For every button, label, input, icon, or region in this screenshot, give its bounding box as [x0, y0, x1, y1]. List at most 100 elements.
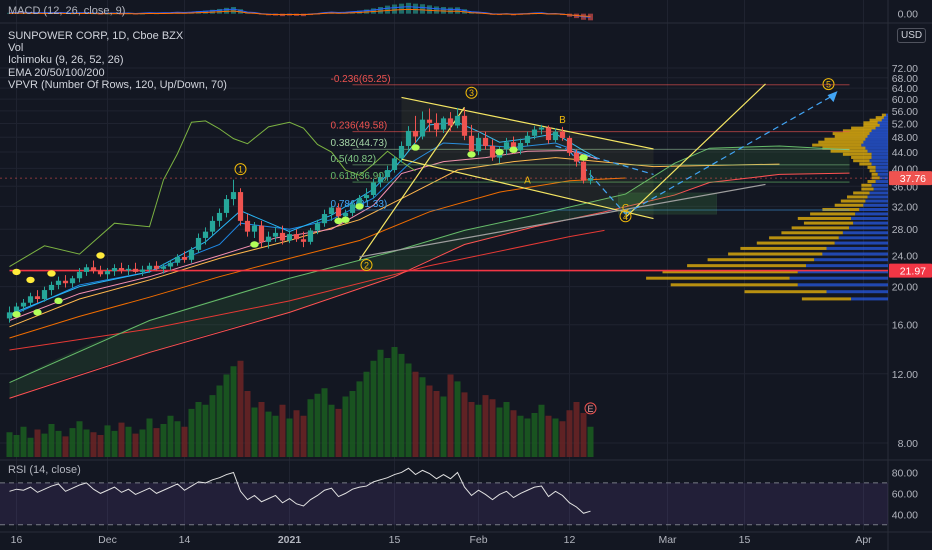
- volume-bar: [440, 396, 447, 457]
- price-tick-label: 52.00: [892, 119, 918, 131]
- fractal-dot: [341, 216, 350, 223]
- price-tick-label: 56.00: [892, 106, 918, 118]
- candle-body: [223, 199, 230, 213]
- vpvr-down-bar: [826, 246, 888, 250]
- vpvr-down-bar: [822, 252, 888, 256]
- candle-body: [468, 135, 475, 152]
- candle-body: [454, 115, 461, 126]
- vpvr-up-bar: [791, 226, 850, 230]
- trend-line: [401, 158, 654, 220]
- time-axis-label: Apr: [855, 534, 872, 546]
- volume-bar: [314, 393, 321, 457]
- candle-body: [391, 158, 398, 171]
- vpvr-up-bar: [869, 118, 882, 122]
- rsi-tick-label: 60.00: [892, 488, 918, 500]
- legend-ichimoku[interactable]: Ichimoku (9, 26, 52, 26): [8, 54, 124, 67]
- candle-body: [69, 278, 76, 284]
- vpvr-up-bar: [875, 116, 884, 120]
- vpvr-down-bar: [875, 180, 888, 184]
- vpvr-down-bar: [834, 241, 888, 245]
- price-axis[interactable]: 72.0068.0064.0060.0056.0052.0048.0044.00…: [0, 9, 932, 522]
- candle-body: [510, 142, 517, 151]
- vpvr-up-bar: [863, 123, 880, 127]
- vpvr-down-bar: [863, 140, 888, 144]
- time-axis[interactable]: 16 Dec 14 2021 15 Feb 12 Mar 15 Apr: [11, 534, 873, 546]
- volume-bar: [244, 391, 251, 457]
- volume-bar: [566, 410, 573, 457]
- ichimoku-span-b: [9, 172, 850, 399]
- volume-bar: [433, 391, 440, 457]
- candle-body: [146, 265, 153, 270]
- candle-body: [272, 232, 279, 237]
- price-tick-label: 48.00: [892, 132, 918, 144]
- macd-histogram-bar: [455, 7, 460, 14]
- projection-path: [569, 150, 626, 215]
- candle-body: [370, 182, 377, 196]
- candle-body: [321, 214, 328, 224]
- trend-line: [359, 183, 766, 258]
- fib-level-label: 0.5(40.82): [331, 154, 377, 165]
- fractal-dot: [411, 144, 420, 151]
- candle-body: [83, 267, 90, 272]
- macd-pane[interactable]: [7, 2, 593, 21]
- candle-body: [55, 280, 62, 285]
- candle-body: [356, 198, 363, 205]
- macd-histogram-bar: [406, 2, 411, 14]
- volume-bar: [377, 349, 384, 457]
- vpvr-up-bar: [840, 199, 866, 203]
- vpvr-up-bar: [863, 121, 878, 125]
- price-tick-label: 12.00: [892, 369, 918, 381]
- price-tick-label: 28.00: [892, 224, 918, 236]
- macd-zero-label: 0.00: [898, 9, 919, 21]
- volume-bar: [104, 425, 111, 457]
- candle-body: [293, 234, 300, 240]
- vpvr-up-bar: [853, 159, 870, 163]
- legend-volume[interactable]: Vol: [8, 42, 24, 55]
- last-price-tag-bg: [889, 171, 932, 186]
- vpvr-up-bar: [842, 152, 872, 156]
- vpvr-down-bar: [867, 195, 888, 199]
- volume-bar: [503, 402, 510, 457]
- volume-bar: [69, 428, 76, 457]
- vpvr-up-bar: [801, 297, 852, 301]
- legend-vpvr[interactable]: VPVR (Number Of Rows, 120, Up/Down, 70): [8, 78, 227, 91]
- candle-body: [531, 129, 538, 136]
- indicator-lines: [9, 120, 888, 399]
- trend-line: [625, 83, 766, 218]
- vpvr-down-bar: [877, 172, 888, 176]
- currency-button[interactable]: USD: [897, 28, 927, 43]
- volume-bar: [363, 371, 370, 457]
- vpvr-down-bar: [853, 221, 888, 225]
- rsi-pane[interactable]: [0, 467, 888, 526]
- volume-bar: [405, 363, 412, 457]
- volume-bar: [251, 407, 258, 457]
- volume-bar: [412, 371, 419, 457]
- candle-body: [552, 131, 559, 141]
- candle-body: [545, 127, 552, 141]
- vpvr-down-bar: [842, 231, 888, 235]
- wave-label: 3: [469, 88, 474, 98]
- vpvr-down-bar: [877, 121, 888, 125]
- signal-line: [9, 8, 591, 17]
- vpvr-up-bar: [867, 180, 876, 184]
- last-price-tag: 37.76: [900, 173, 926, 185]
- volume-bar: [153, 428, 160, 457]
- vpvr-up-bar: [824, 137, 866, 141]
- candle-body: [251, 225, 258, 232]
- symbol-title[interactable]: SUNPOWER CORP, 1D, Cboe BZX: [8, 30, 184, 42]
- candlesticks: [6, 107, 594, 323]
- candle-body: [342, 212, 349, 217]
- candle-body: [517, 142, 524, 151]
- vpvr-down-bar: [869, 159, 888, 163]
- volume-bar: [160, 424, 167, 457]
- legend-ema[interactable]: EMA 20/50/100/200: [8, 66, 105, 79]
- candle-body: [412, 130, 419, 137]
- vpvr-up-bar: [756, 241, 835, 245]
- volume-bar: [230, 366, 237, 457]
- vpvr-up-bar: [781, 231, 843, 235]
- vpvr-down-bar: [865, 199, 888, 203]
- vpvr-up-bar: [861, 183, 872, 187]
- rsi-line: [9, 467, 591, 514]
